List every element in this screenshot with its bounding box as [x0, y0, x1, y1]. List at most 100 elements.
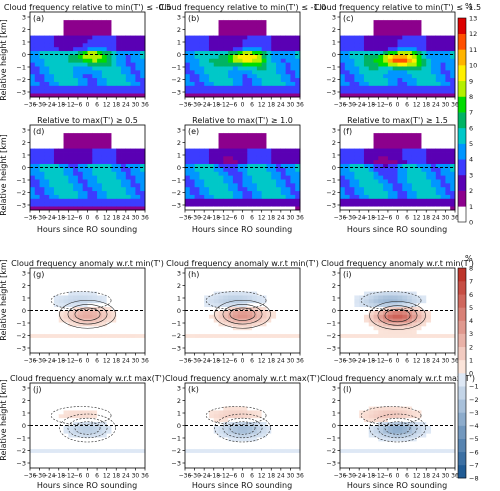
heat-cell [30, 136, 36, 141]
heat-cell [340, 341, 346, 346]
heat-cell [77, 85, 84, 90]
x-tick-label: 18 [112, 358, 120, 365]
heat-cell [373, 329, 379, 335]
heat-cell [58, 337, 64, 342]
heat-cell [407, 27, 413, 32]
heat-cell [106, 271, 112, 277]
heat-cell [39, 12, 45, 17]
heat-cell [30, 190, 36, 195]
heat-cell [266, 329, 272, 335]
heat-cell [368, 73, 374, 79]
heat-cell [252, 279, 258, 284]
heat-cell [256, 206, 263, 211]
heat-cell [101, 194, 108, 199]
heat-cell [411, 39, 418, 44]
heat-cell [373, 50, 379, 55]
heat-cell [44, 19, 50, 24]
heat-cell [295, 27, 301, 32]
heat-cell [92, 39, 98, 44]
heat-cell [130, 302, 136, 308]
heat-cell [82, 275, 88, 280]
heat-cell [82, 333, 88, 338]
heat-cell [431, 93, 437, 98]
heat-cell [30, 159, 36, 165]
heat-cell [218, 268, 224, 273]
heat-cell [199, 329, 205, 335]
heat-cell [111, 175, 117, 180]
heat-cell [266, 19, 272, 24]
heat-cell [280, 54, 287, 59]
heat-cell [125, 81, 132, 86]
heat-cell [435, 66, 442, 71]
heat-cell [30, 279, 36, 284]
heat-cell [242, 144, 248, 149]
heat-cell [101, 310, 108, 315]
heat-cell [285, 155, 291, 161]
heat-cell [49, 349, 55, 354]
heat-cell [213, 298, 219, 304]
heat-cell [34, 329, 40, 335]
heat-cell [256, 202, 263, 207]
heat-cell [208, 182, 215, 188]
heat-cell [208, 298, 215, 304]
heat-cell [82, 66, 88, 71]
heat-cell [373, 333, 379, 338]
heat-cell [252, 318, 258, 323]
heat-cell [426, 27, 432, 32]
heat-cell [440, 140, 446, 145]
heat-cell [416, 152, 422, 157]
heat-cell [87, 19, 93, 24]
heat-cell [349, 144, 355, 149]
heat-cell [261, 302, 267, 308]
heat-cell [135, 287, 141, 292]
heat-cell [411, 159, 418, 165]
heat-cell [373, 144, 379, 149]
heat-cell [411, 140, 418, 145]
heat-cell [125, 268, 132, 273]
heat-cell [92, 148, 98, 153]
heat-cell [101, 291, 108, 296]
heat-cell [359, 167, 365, 172]
heat-cell [378, 31, 384, 36]
y-tick-label: 3 [22, 270, 26, 278]
heat-cell [232, 140, 239, 145]
heat-cell [140, 298, 146, 304]
heat-cell [185, 77, 191, 82]
heat-cell [58, 206, 64, 211]
heat-cell [435, 31, 442, 36]
heat-cell [58, 314, 64, 319]
heat-cell [49, 283, 55, 288]
heat-cell [121, 159, 127, 165]
heat-cell [402, 179, 408, 184]
heat-cell [397, 46, 403, 52]
heat-cell [223, 35, 229, 40]
heat-cell [77, 155, 84, 161]
heat-cell [256, 310, 263, 315]
heat-cell [359, 171, 365, 176]
heat-cell [397, 125, 403, 130]
heat-cell [397, 77, 403, 82]
heat-cell [223, 349, 229, 354]
heat-cell [359, 31, 365, 36]
heat-cell [213, 291, 219, 296]
heat-cell [378, 62, 384, 67]
heat-cell [421, 306, 427, 311]
heat-cell [53, 31, 60, 36]
heat-cell [378, 182, 384, 188]
heat-cell [68, 194, 74, 199]
heat-cell [426, 125, 432, 130]
heat-cell [228, 140, 234, 145]
heat-cell [387, 125, 394, 130]
heat-cell [280, 198, 287, 203]
heat-cell [101, 182, 108, 188]
heat-cell [92, 182, 98, 188]
heat-cell [121, 27, 127, 32]
heat-cell [63, 345, 69, 350]
heat-cell [392, 85, 398, 90]
heat-cell [135, 341, 141, 346]
heat-cell [373, 89, 379, 94]
x-tick-label: 0 [241, 215, 245, 222]
heat-cell [421, 349, 427, 354]
